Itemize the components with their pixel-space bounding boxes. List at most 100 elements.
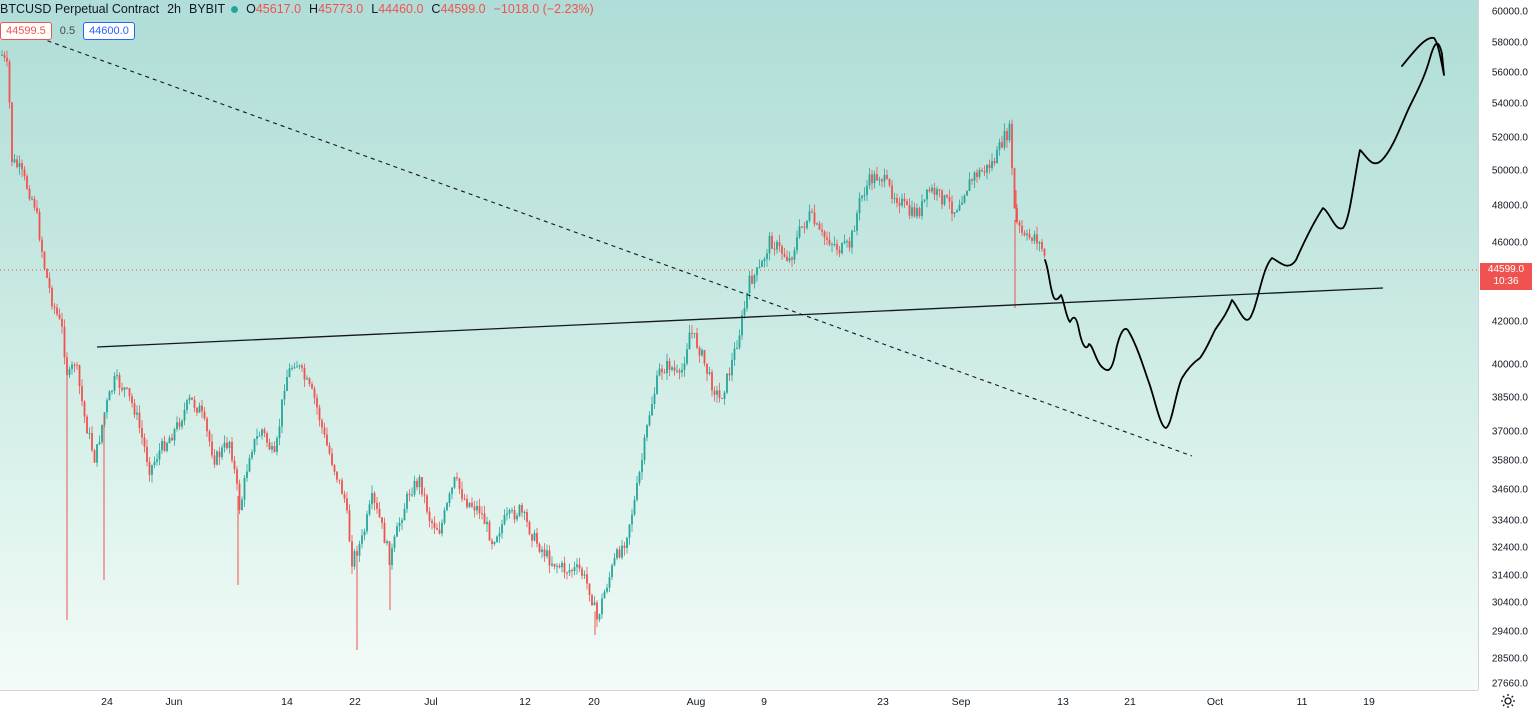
candle-body <box>471 502 473 507</box>
candle-body <box>128 388 131 397</box>
change-value: −1018.0 (−2.23%) <box>493 2 594 16</box>
candle-body <box>328 445 331 454</box>
candle-body <box>508 510 511 514</box>
candle-body <box>1001 142 1003 148</box>
candle-body <box>191 397 193 400</box>
candle-body <box>231 441 233 461</box>
time-axis[interactable]: 24 Jun 14 22 Jul 12 20 Aug 9 23 Sep 13 21 Oct 11 19 <box>0 690 1478 713</box>
candle-body <box>221 447 223 458</box>
candle-body <box>488 521 491 541</box>
candle-body <box>428 511 431 521</box>
candle-body <box>881 179 883 182</box>
candle-body <box>153 461 156 466</box>
candle-body <box>418 476 421 488</box>
candle-body <box>728 373 731 376</box>
candle-body <box>853 230 856 232</box>
candle-body <box>196 407 198 413</box>
candle-body <box>331 453 333 465</box>
candle-body <box>123 387 126 391</box>
interval-label[interactable]: 2h <box>167 2 181 16</box>
candle-body <box>443 510 446 523</box>
candle-body <box>718 390 721 398</box>
candle-body <box>348 510 351 542</box>
candle-body <box>108 391 111 401</box>
candle-body <box>283 390 286 400</box>
candle-body <box>1043 248 1046 256</box>
candle-body <box>218 451 221 458</box>
candle-body <box>216 451 218 465</box>
candle-body <box>938 189 941 191</box>
price-tick-label: 54000.0 <box>1491 98 1528 110</box>
candle-body <box>308 378 311 385</box>
candle-body <box>741 315 743 336</box>
price-axis[interactable]: 60000.0 58000.0 56000.0 54000.0 52000.0 50000… <box>1478 0 1532 690</box>
candle-body <box>6 57 8 62</box>
candle-body <box>431 520 433 523</box>
candle-body <box>378 508 381 518</box>
candle-body <box>406 493 408 509</box>
candle-body <box>1021 225 1023 233</box>
time-tick-label: Oct <box>1206 696 1224 708</box>
candle-body <box>931 187 933 192</box>
candle-body <box>156 459 158 462</box>
candle-body <box>301 365 303 368</box>
chart-canvas[interactable] <box>0 0 1478 690</box>
candle-body <box>448 493 451 504</box>
candle-body <box>736 347 738 349</box>
candle-body <box>856 213 858 231</box>
candle-body <box>613 558 616 566</box>
gear-icon[interactable] <box>1497 691 1519 711</box>
candle-body <box>1003 131 1006 148</box>
candle-body <box>453 477 456 488</box>
candle-body <box>811 211 813 213</box>
candle-body <box>223 442 226 448</box>
candle-body <box>991 161 993 169</box>
candle-body <box>836 244 838 250</box>
candle-body <box>1036 234 1038 244</box>
chart-area[interactable]: BTCUSD Perpetual Contract 2h BYBIT O 4561… <box>0 0 1478 690</box>
candle-body <box>11 102 13 163</box>
support-trendline[interactable] <box>96 287 1384 348</box>
candle-body <box>68 369 71 376</box>
candle-body <box>873 174 876 184</box>
candle-body <box>61 318 63 327</box>
candle-body <box>683 363 686 370</box>
candle-body <box>436 528 438 530</box>
candle-body <box>548 550 551 566</box>
candle-body <box>603 591 606 599</box>
candle-body <box>243 477 246 500</box>
dashed-trendline[interactable] <box>39 37 1193 457</box>
low-label: L <box>371 2 379 16</box>
candle-body <box>446 503 448 511</box>
chart-legend: BTCUSD Perpetual Contract 2h BYBIT O 4561… <box>0 0 594 18</box>
candle-body <box>81 386 83 402</box>
symbol-title[interactable]: BTCUSD Perpetual Contract <box>0 2 160 16</box>
candle-body <box>323 427 326 435</box>
candle-body <box>793 250 796 260</box>
price-tick-label: 37000.0 <box>1491 426 1528 438</box>
candle-body <box>473 506 476 511</box>
candle-body <box>56 307 58 315</box>
time-tick-label: Jun <box>165 696 183 708</box>
sell-price-button[interactable]: 44599.5 <box>0 22 52 40</box>
candle-body <box>568 570 571 573</box>
candle-body <box>698 347 701 356</box>
candle-body <box>66 357 68 376</box>
candle-body <box>843 241 846 244</box>
forecast-drawing[interactable] <box>1044 37 1445 429</box>
candle-body <box>116 375 118 377</box>
candle-body <box>1013 168 1016 209</box>
candle-body <box>36 207 38 213</box>
candle-body <box>566 572 568 574</box>
candle-body <box>516 515 518 520</box>
candle-body <box>841 243 843 254</box>
candle-body <box>693 333 696 335</box>
candle-body <box>423 494 426 496</box>
candle-body <box>1031 237 1033 241</box>
candle-body <box>813 212 816 225</box>
candle-body <box>408 493 411 496</box>
buy-price-button[interactable]: 44600.0 <box>83 22 135 40</box>
candle-body <box>731 359 733 376</box>
candle-body <box>241 499 243 510</box>
candle-body <box>838 249 841 254</box>
